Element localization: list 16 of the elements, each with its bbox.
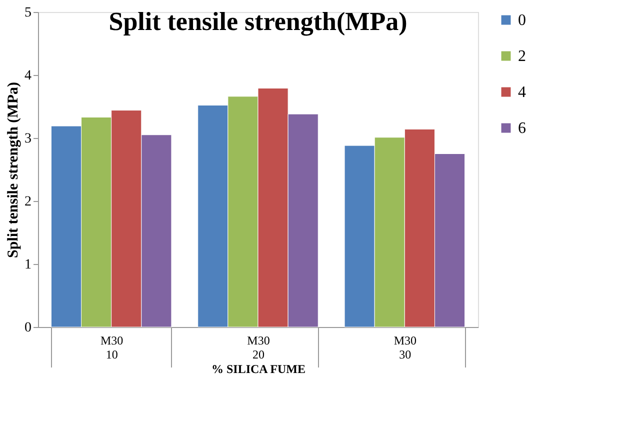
chart-title: Split tensile strength(MPa) — [108, 7, 408, 36]
y-tick-label: 5 — [24, 6, 32, 20]
y-tick-label: 1 — [24, 258, 32, 272]
x-axis-title: % SILICA FUME — [211, 362, 306, 376]
legend-label: 0 — [518, 12, 526, 29]
y-tick-label: 3 — [24, 132, 32, 146]
legend-label: 4 — [518, 84, 526, 101]
y-axis-title: Split tensile strength (MPa) — [6, 82, 22, 258]
x-tick-label: M30 30 — [394, 334, 417, 362]
legend-label: 6 — [518, 120, 526, 137]
x-tick-label: M30 20 — [247, 334, 270, 362]
y-tick-label: 2 — [24, 194, 32, 210]
legend-label: 2 — [518, 48, 526, 65]
x-tick-label: M30 10 — [100, 334, 124, 362]
y-tick-label: 0 — [24, 320, 32, 336]
y-tick-label: 4 — [24, 68, 32, 84]
